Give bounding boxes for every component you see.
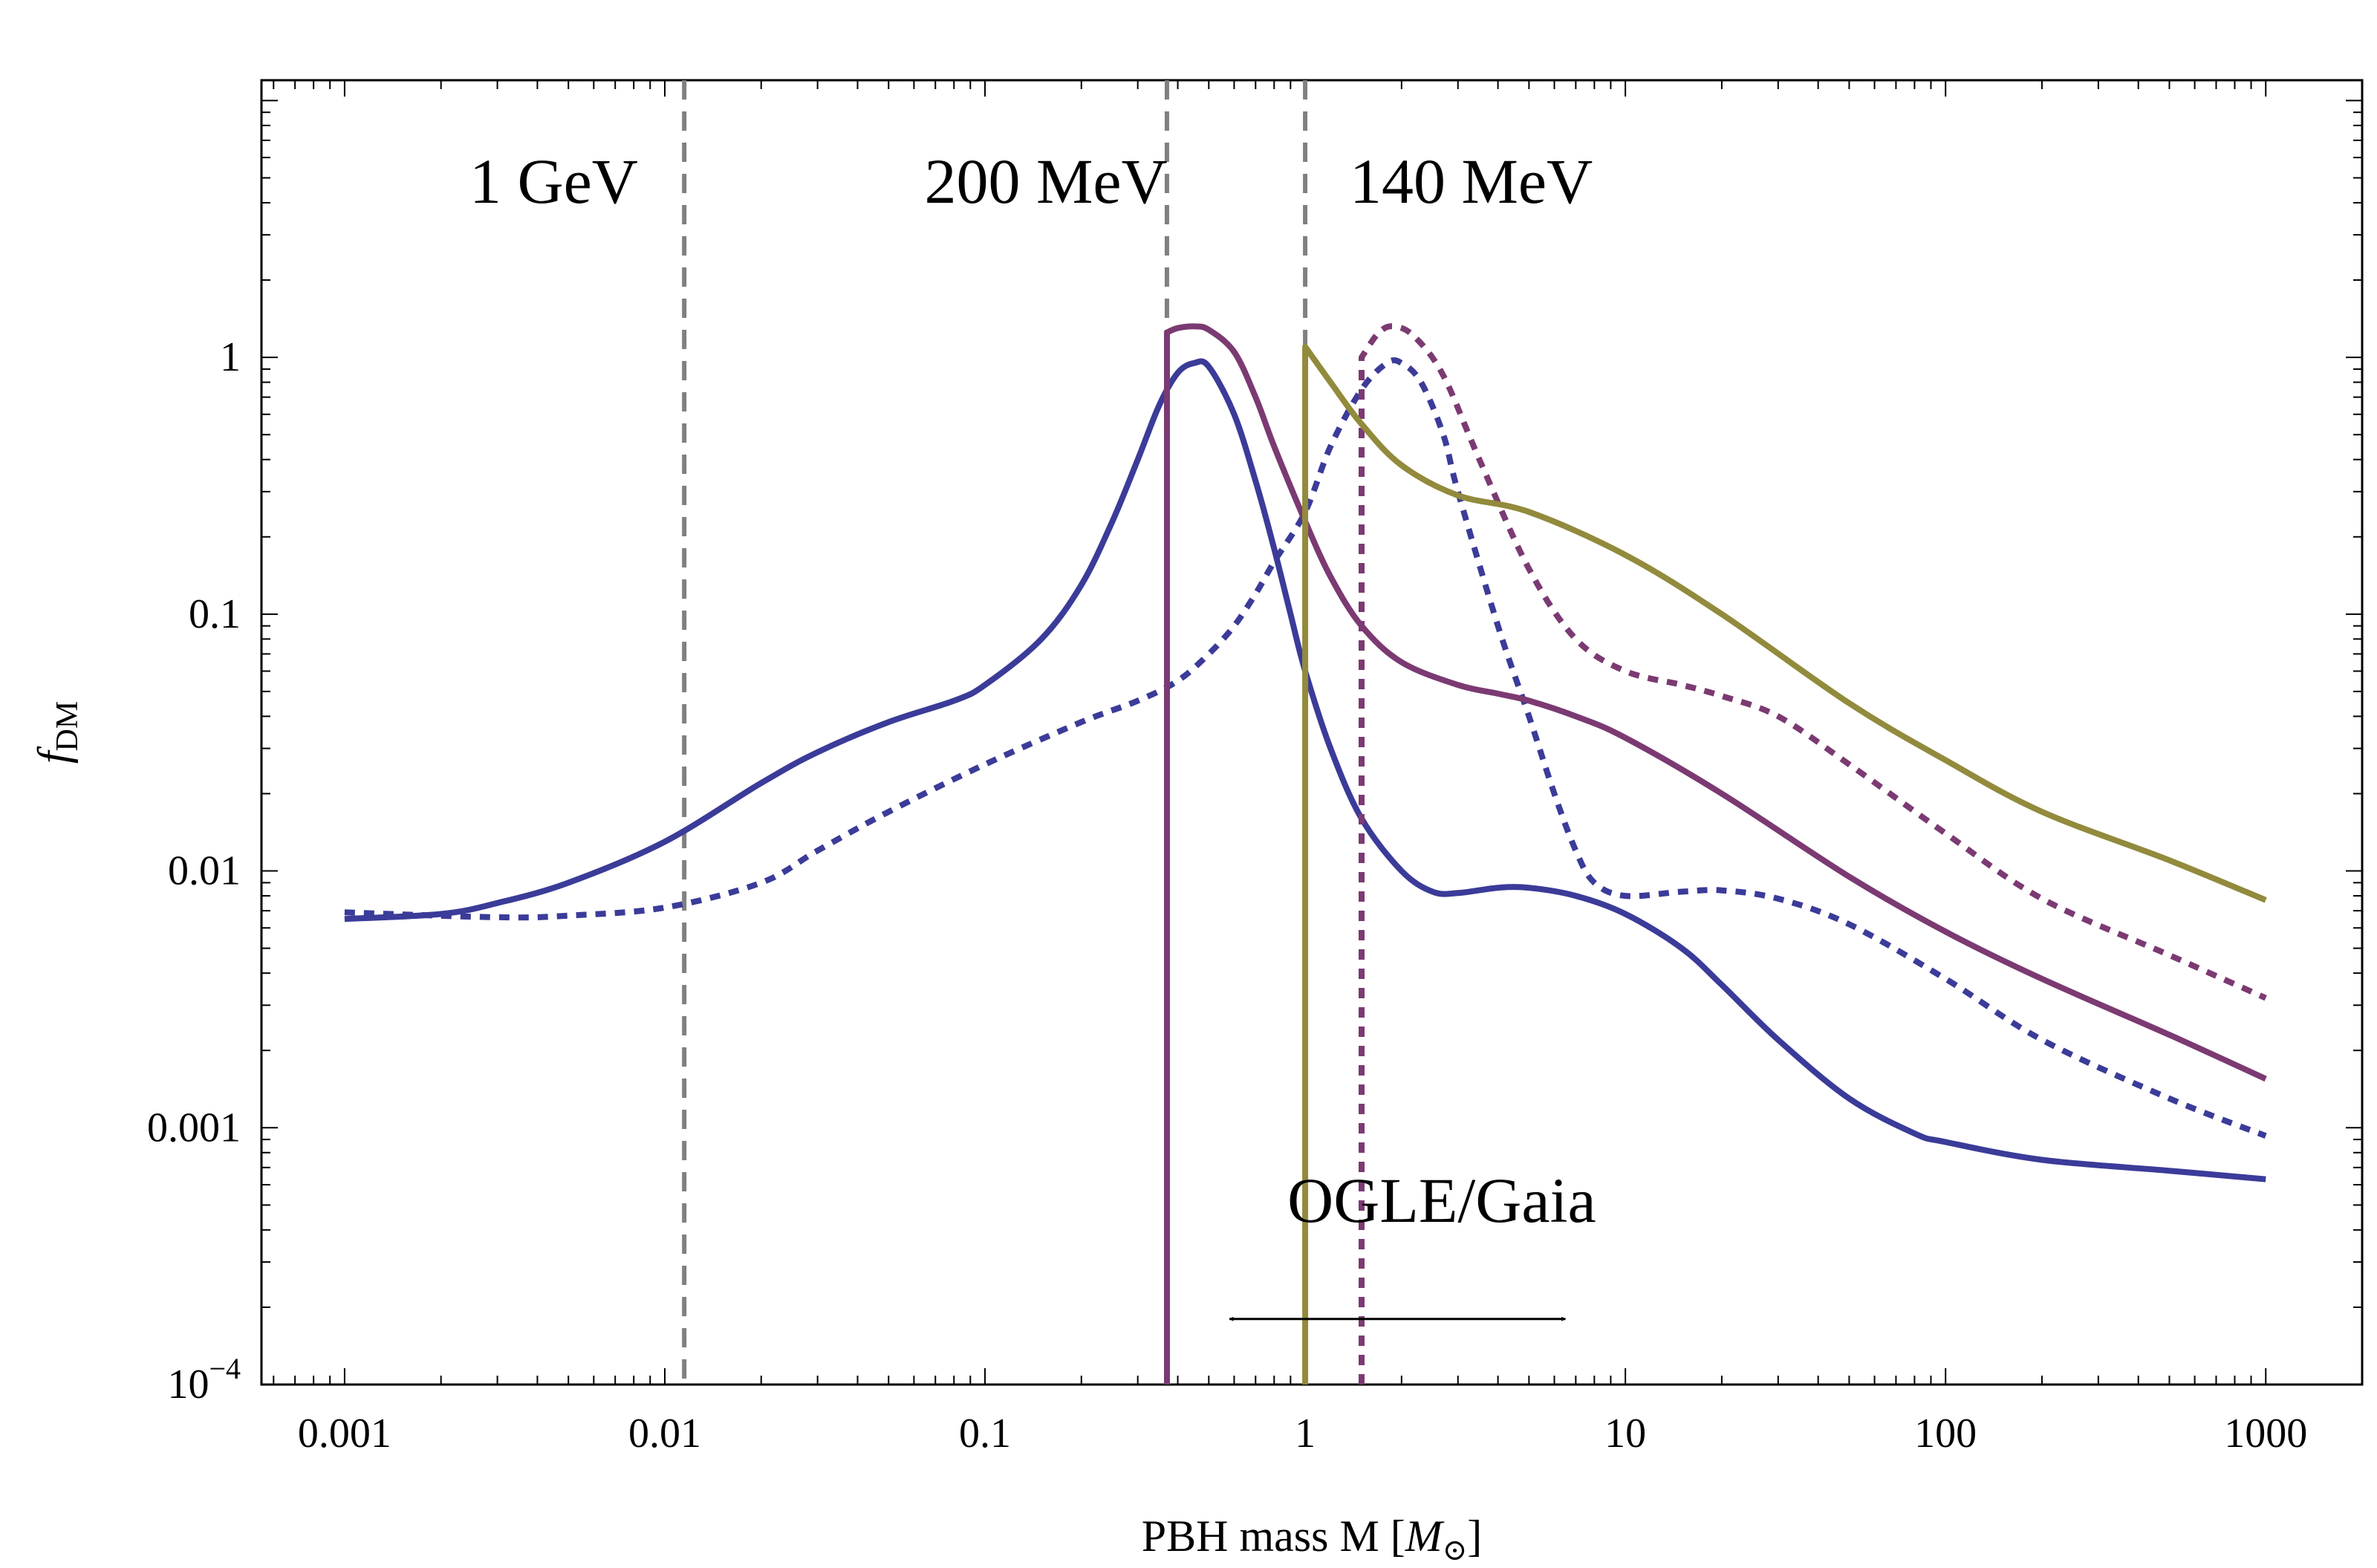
x-tick-label: 0.1 bbox=[959, 1411, 1011, 1457]
y-tick-label: 1 bbox=[220, 334, 241, 380]
x-tick-label: 10 bbox=[1604, 1411, 1646, 1457]
x-tick-label: 0.01 bbox=[628, 1411, 701, 1457]
x-tick-label: 1 bbox=[1295, 1411, 1316, 1457]
series-blue-dotted bbox=[344, 357, 2267, 1139]
series-purple-solid bbox=[1164, 323, 2267, 1385]
series-blue-solid bbox=[344, 358, 2266, 1182]
y-tick-label: 0.01 bbox=[168, 848, 241, 894]
ogle-gaia-label: OGLE/Gaia bbox=[1287, 1165, 1596, 1236]
axis-ticks bbox=[261, 80, 2363, 1385]
axis-tick-labels: 0.001 0.01 0.1 1 10 100 1000 10−4 0.001 0.01 0.1 1 bbox=[147, 334, 2307, 1457]
threshold-label: 200 MeV bbox=[924, 146, 1167, 217]
data-series bbox=[344, 323, 2267, 1385]
y-axis-label: fDM bbox=[29, 701, 85, 764]
series-olive-solid bbox=[1302, 343, 2267, 1385]
x-tick-label: 100 bbox=[1914, 1411, 1977, 1457]
threshold-label: 140 MeV bbox=[1350, 146, 1593, 217]
threshold-lines: 1 GeV 200 MeV 140 MeV bbox=[469, 80, 1593, 1385]
ogle-gaia-annotation: OGLE/Gaia bbox=[1229, 1165, 1596, 1321]
x-tick-label: 1000 bbox=[2224, 1411, 2307, 1457]
x-axis-label: PBH mass M [M⊙] bbox=[1142, 1512, 1483, 1567]
x-tick-label: 0.001 bbox=[298, 1411, 391, 1457]
y-tick-label: 10−4 bbox=[167, 1352, 241, 1408]
threshold-label: 1 GeV bbox=[469, 146, 638, 217]
plot-frame bbox=[260, 79, 2364, 1386]
y-tick-label: 0.1 bbox=[189, 591, 241, 637]
y-tick-label: 0.001 bbox=[147, 1105, 241, 1151]
series-purple-dotted bbox=[1359, 323, 2267, 1385]
